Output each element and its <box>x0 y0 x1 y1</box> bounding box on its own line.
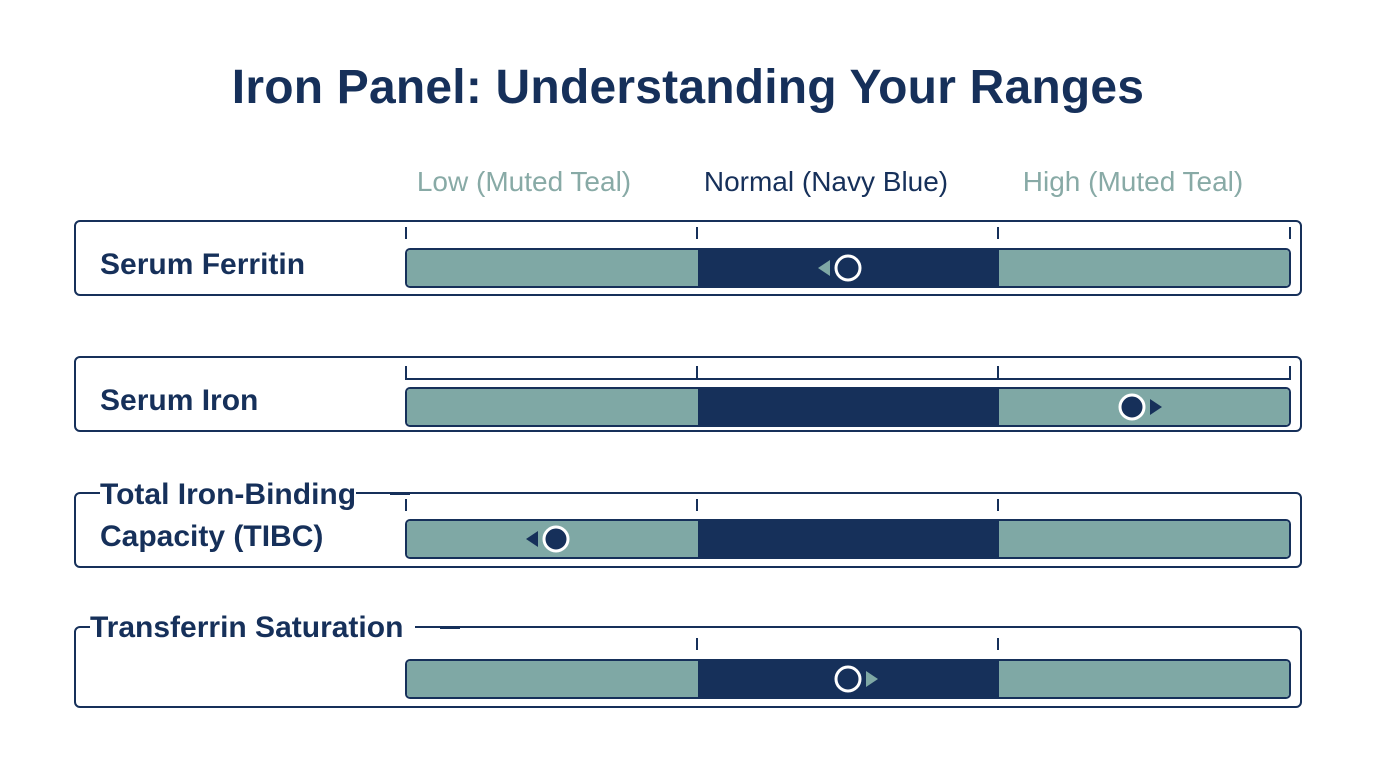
range-ticks <box>405 499 1291 513</box>
low-segment <box>407 661 698 697</box>
range-ticks <box>405 638 1291 652</box>
low-segment <box>407 250 698 286</box>
marker-dot <box>834 254 862 282</box>
row-label-tibc: Total Iron-Binding Capacity (TIBC) <box>100 474 357 558</box>
range-ticks <box>405 227 1291 241</box>
marker-dot <box>834 665 862 693</box>
normal-segment <box>698 389 999 425</box>
high-segment <box>999 661 1289 697</box>
row-label-serum-iron: Serum Iron <box>100 380 259 422</box>
row-label-tibc-line1: Total Iron-Binding <box>100 478 357 511</box>
marker-dot <box>542 525 570 553</box>
row-label-transferrin-saturation: Transferrin Saturation <box>90 607 416 649</box>
row-label-tibc-line2: Capacity (TIBC) <box>100 520 324 553</box>
marker-arrow <box>525 531 538 547</box>
range-bar-serum-iron <box>405 387 1291 427</box>
label-connector <box>440 627 460 629</box>
range-bar-transferrin-saturation <box>405 659 1291 699</box>
range-ticks <box>405 366 1291 380</box>
high-segment <box>999 521 1289 557</box>
marker-arrow <box>866 671 878 687</box>
high-segment <box>999 250 1289 286</box>
marker-dot <box>1118 393 1146 421</box>
marker-arrow <box>818 260 830 276</box>
normal-range-label: Normal (Navy Blue) <box>703 166 949 197</box>
low-range-label: Low (Muted Teal) <box>416 166 632 197</box>
marker-arrow <box>1149 399 1162 415</box>
high-range-label: High (Muted Teal) <box>1022 166 1244 197</box>
page-title: Iron Panel: Understanding Your Ranges <box>231 61 1145 114</box>
low-segment <box>407 389 698 425</box>
label-connector <box>390 493 410 495</box>
normal-segment <box>698 521 999 557</box>
row-label-serum-ferritin: Serum Ferritin <box>100 244 306 286</box>
